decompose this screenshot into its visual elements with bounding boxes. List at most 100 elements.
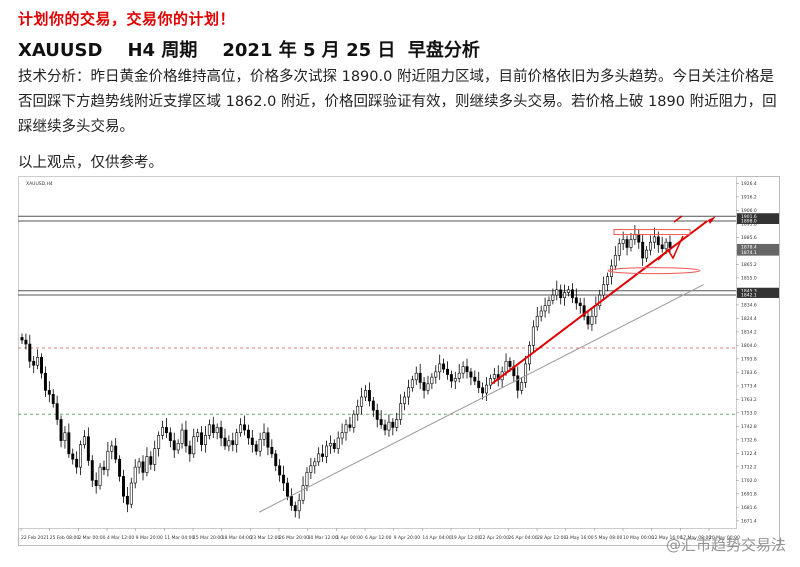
price-chart: XAUUSD,H4 1926.4 1916.2 1906.0 1895.8 1885.6…: [18, 176, 780, 546]
y-tick-label: 1895.8: [741, 221, 757, 227]
candle: [438, 363, 442, 373]
x-tick-label: 26 Mar 20:00: [279, 535, 309, 541]
candle: [602, 284, 606, 296]
candle: [28, 343, 32, 362]
trendline-arrowhead: [708, 216, 716, 224]
candle: [356, 405, 360, 415]
y-tick-label: 1814.2: [741, 329, 757, 335]
x-tick-label: 26 Apr 04:00: [508, 535, 537, 541]
candle: [504, 360, 508, 373]
candle: [621, 239, 625, 244]
x-tick-label: 4 Mar 12:00: [107, 535, 134, 541]
candle: [188, 445, 192, 455]
candle: [172, 440, 176, 451]
x-tick-label: 11 Mar 04:00: [164, 535, 194, 541]
watermark: @汇市趋势交易法: [665, 536, 786, 554]
y-tick-label: 1855.0: [741, 275, 757, 281]
candle: [168, 432, 172, 441]
candle: [133, 466, 137, 484]
candle: [625, 239, 629, 248]
x-tick-label: 28 Apr 12:00: [537, 535, 566, 541]
candle: [414, 372, 418, 381]
price-marker: [737, 213, 779, 220]
candle: [539, 310, 543, 317]
candle: [125, 495, 129, 505]
candle: [379, 419, 383, 426]
candle: [161, 427, 165, 436]
candle: [43, 372, 47, 391]
y-tick-label: 1722.4: [741, 451, 757, 457]
candle: [102, 466, 106, 471]
price-marker-label: 1845.3: [741, 288, 757, 294]
x-tick-label: 22 Apr 20:00: [480, 535, 509, 541]
candle: [36, 356, 40, 366]
candle: [219, 427, 223, 439]
candle: [637, 233, 641, 243]
candle: [262, 432, 266, 440]
candle: [282, 474, 286, 484]
candle: [20, 337, 24, 341]
candle: [449, 374, 453, 382]
candle: [114, 445, 118, 460]
candle: [278, 465, 282, 476]
candle: [535, 315, 539, 328]
candle: [578, 302, 582, 306]
candle: [180, 429, 184, 444]
candle: [340, 432, 344, 439]
price-marker-label: 1898.0: [741, 219, 757, 225]
slogan: 计划你的交易，交易你的计划！: [18, 10, 236, 28]
candle: [293, 505, 297, 512]
trendline: [491, 220, 708, 385]
candle: [606, 276, 610, 285]
candle: [122, 476, 125, 497]
candle: [313, 461, 317, 467]
x-tick-label: 12 May 16:00: [652, 535, 683, 541]
y-tick-label: 1681.6: [741, 505, 757, 511]
candle: [321, 453, 325, 457]
candle: [266, 432, 270, 448]
candle: [289, 495, 293, 506]
y-tick-label: 1906.0: [741, 208, 757, 214]
x-tick-label: 25 Feb 08:00: [50, 535, 80, 541]
candle: [149, 456, 153, 465]
candle: [473, 376, 477, 382]
candle: [387, 421, 391, 431]
candle: [656, 236, 660, 246]
candle: [51, 394, 55, 404]
candle: [258, 439, 262, 452]
candle: [285, 482, 289, 497]
candle: [297, 499, 301, 512]
candle: [567, 289, 570, 293]
candle: [274, 453, 278, 467]
candle: [157, 435, 161, 449]
headline: XAUUSD H4 周期 2021 年 5 月 25 日 早盘分析: [18, 40, 480, 61]
candle: [367, 390, 371, 402]
candle: [254, 444, 258, 452]
candle: [184, 429, 188, 447]
x-tick-label: 22 Feb 2021: [21, 535, 49, 541]
candle: [391, 421, 395, 428]
x-tick-label: 9 Apr 20:00: [394, 535, 421, 541]
price-marker: [737, 291, 779, 298]
candle: [145, 456, 149, 473]
candle: [59, 419, 63, 441]
candle: [508, 360, 512, 367]
candle: [481, 387, 485, 394]
candle: [200, 432, 204, 445]
candle: [524, 363, 528, 383]
candle: [239, 424, 243, 434]
candle: [86, 436, 90, 461]
candle: [403, 396, 407, 404]
candle: [410, 379, 414, 389]
candle: [24, 339, 28, 345]
projected-arrow: [673, 215, 683, 223]
candle: [559, 289, 563, 299]
candle: [40, 356, 43, 374]
x-tick-label: 19 Apr 12:00: [451, 535, 480, 541]
candle: [301, 485, 305, 501]
candle: [243, 424, 246, 431]
disclaimer-note: 以上观点，仅供参考。: [18, 155, 163, 171]
candle: [371, 400, 375, 411]
symbol-label: XAUUSD,H4: [26, 181, 53, 187]
price-marker: [737, 217, 779, 224]
